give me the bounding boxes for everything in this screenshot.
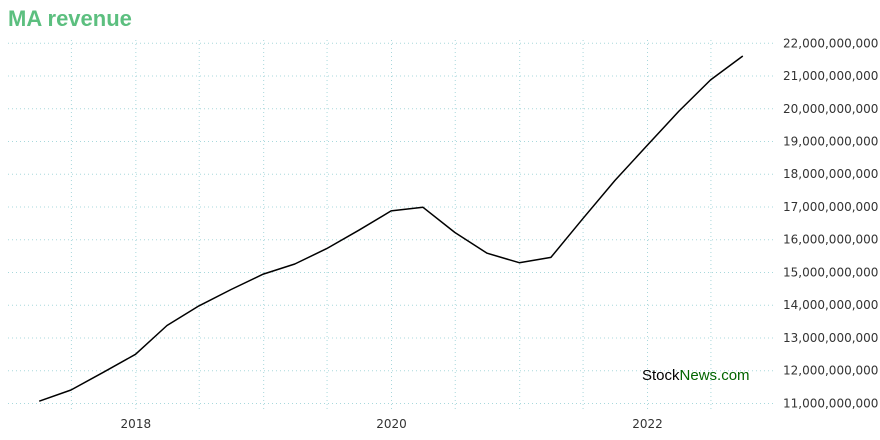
data-point: [293, 262, 297, 266]
y-tick-label: 16,000,000,000: [783, 233, 878, 247]
data-point: [101, 370, 105, 374]
data-point: [37, 399, 41, 403]
data-point: [741, 54, 745, 58]
y-tick-label: 12,000,000,000: [783, 364, 878, 378]
data-point: [165, 324, 169, 328]
data-point: [261, 272, 265, 276]
data-point: [389, 209, 393, 213]
data-point: [677, 109, 681, 113]
data-point: [645, 143, 649, 147]
data-point: [549, 255, 553, 259]
data-point: [133, 352, 137, 356]
y-axis-ticks: 11,000,000,000 12,000,000,000 13,000,000,0…: [783, 36, 878, 410]
data-point: [709, 78, 713, 82]
y-tick-label: 13,000,000,000: [783, 331, 878, 345]
y-tick-label: 18,000,000,000: [783, 167, 878, 181]
data-point: [197, 304, 201, 308]
data-point: [357, 228, 361, 232]
y-tick-label: 19,000,000,000: [783, 135, 878, 149]
watermark-news: News.com: [680, 367, 750, 384]
data-point: [613, 178, 617, 182]
data-point: [325, 247, 329, 251]
x-tick-label: 2020: [376, 417, 407, 431]
data-point: [517, 261, 521, 265]
data-point: [421, 205, 425, 209]
y-tick-label: 17,000,000,000: [783, 200, 878, 214]
chart-title: MA revenue: [8, 6, 132, 31]
grid-lines: [8, 40, 775, 410]
x-tick-label: 2018: [121, 417, 152, 431]
y-tick-label: 22,000,000,000: [783, 36, 878, 50]
watermark: StockNews.com: [642, 367, 750, 384]
data-point: [453, 231, 457, 235]
y-tick-label: 11,000,000,000: [783, 396, 878, 410]
data-point: [69, 388, 73, 392]
x-axis-ticks: 2018 2020 2022: [121, 417, 663, 431]
y-tick-label: 20,000,000,000: [783, 102, 878, 116]
y-tick-label: 14,000,000,000: [783, 298, 878, 312]
data-point: [485, 251, 489, 255]
data-point: [581, 217, 585, 221]
watermark-stock: Stock: [642, 367, 680, 384]
series-line-0: [38, 55, 744, 402]
series-group: [37, 54, 745, 403]
y-tick-label: 21,000,000,000: [783, 69, 878, 83]
x-tick-label: 2022: [632, 417, 663, 431]
data-point: [229, 288, 233, 292]
y-tick-label: 15,000,000,000: [783, 265, 878, 279]
